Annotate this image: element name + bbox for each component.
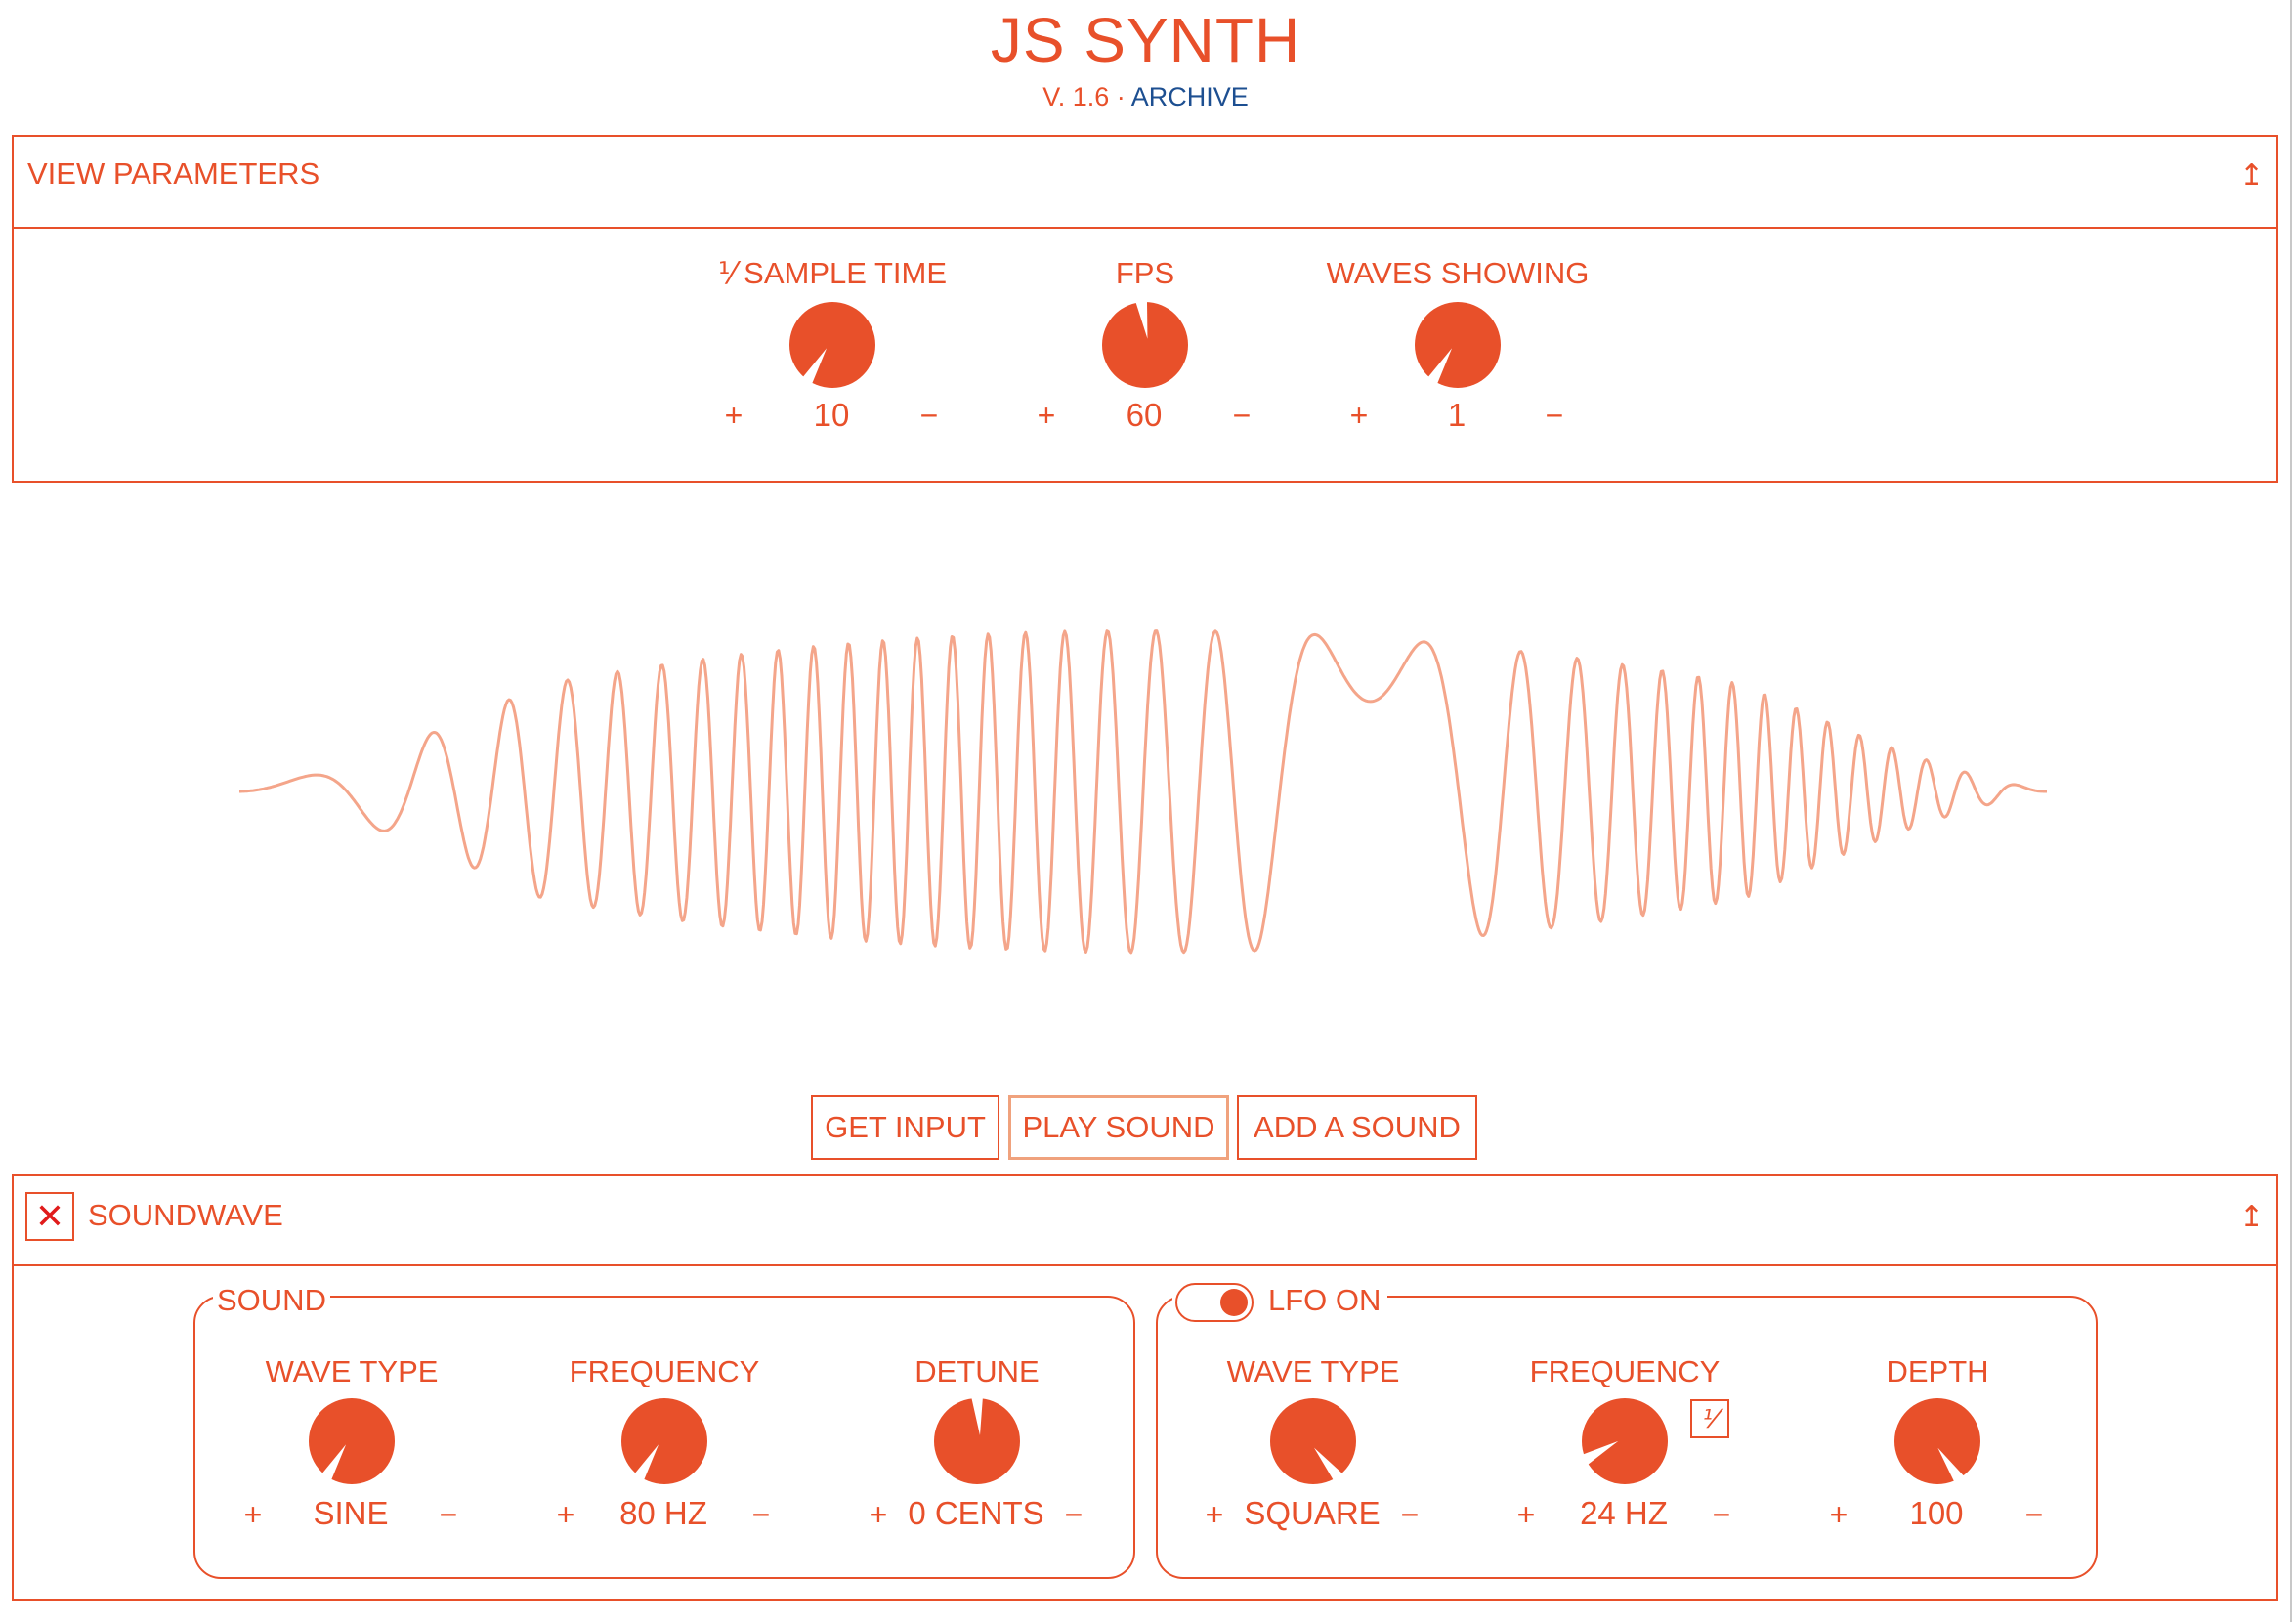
collapse-icon[interactable]: ↥: [2239, 159, 2265, 192]
lfo-frequency-minus-button[interactable]: −: [1712, 1497, 1731, 1532]
fps-plus-button[interactable]: +: [1037, 398, 1056, 433]
lfo-wave-type-knob[interactable]: [1269, 1397, 1357, 1485]
window-edge: [2290, 0, 2292, 1622]
wave-type-knob[interactable]: [308, 1397, 396, 1485]
sample-time-label: ⅟ SAMPLE TIME: [717, 256, 948, 290]
wave-type-value: SINE: [313, 1495, 389, 1531]
lfo-toggle-knob: [1220, 1289, 1248, 1316]
soundwave-panel: ✕ SOUNDWAVE ↥: [12, 1174, 2278, 1601]
frequency-label: FREQUENCY: [569, 1354, 760, 1388]
close-icon: ✕: [34, 1196, 65, 1236]
waves-showing-plus-button[interactable]: +: [1349, 398, 1369, 433]
close-sound-button[interactable]: ✕: [25, 1192, 74, 1241]
app-title: JS SYNTH: [990, 5, 1301, 75]
wave-type-label: WAVE TYPE: [265, 1354, 439, 1388]
detune-knob[interactable]: [933, 1396, 1021, 1485]
view-parameters-title: VIEW PARAMETERS: [27, 156, 320, 191]
detune-value: 0 CENTS: [908, 1495, 1044, 1531]
lfo-wave-type-label: WAVE TYPE: [1226, 1354, 1400, 1388]
lfo-toggle[interactable]: [1175, 1283, 1254, 1322]
collapse-icon[interactable]: ↥: [2239, 1201, 2265, 1233]
sample-time-plus-button[interactable]: +: [724, 398, 744, 433]
wave-type-plus-button[interactable]: +: [243, 1497, 263, 1532]
lfo-frequency-knob[interactable]: [1581, 1397, 1669, 1485]
lfo-depth-minus-button[interactable]: −: [2024, 1497, 2044, 1532]
fps-minus-button[interactable]: −: [1232, 398, 1252, 433]
soundwave-title: SOUNDWAVE: [88, 1198, 283, 1232]
waveform-line: [239, 629, 2047, 955]
sample-time-knob[interactable]: [788, 301, 876, 389]
view-parameters-header[interactable]: VIEW PARAMETERS ↥: [14, 137, 2276, 229]
get-input-button[interactable]: GET INPUT: [811, 1095, 999, 1160]
sample-time-minus-button[interactable]: −: [919, 398, 939, 433]
soundwave-header[interactable]: ✕ SOUNDWAVE ↥: [14, 1176, 2276, 1266]
app-subtitle: V. 1.6 · ARCHIVE: [0, 82, 2291, 112]
frequency-knob[interactable]: [620, 1397, 708, 1485]
view-parameters-panel: VIEW PARAMETERS ↥: [12, 135, 2278, 483]
sound-legend: SOUND: [213, 1283, 330, 1318]
waves-showing-knob[interactable]: [1414, 301, 1502, 389]
wave-type-minus-button[interactable]: −: [439, 1497, 458, 1532]
archive-link[interactable]: ARCHIVE: [1130, 82, 1249, 111]
add-sound-button[interactable]: ADD A SOUND: [1237, 1095, 1477, 1160]
lfo-frequency-label: FREQUENCY: [1529, 1354, 1721, 1388]
lfo-group: [1156, 1296, 2098, 1579]
detune-label: DETUNE: [914, 1354, 1040, 1388]
lfo-wave-type-plus-button[interactable]: +: [1205, 1497, 1224, 1532]
lfo-frequency-invert-button[interactable]: ⅟: [1690, 1399, 1729, 1438]
lfo-depth-value: 100: [1909, 1495, 1964, 1531]
waves-showing-value: 1: [1447, 397, 1467, 433]
sample-time-value: 10: [813, 397, 850, 433]
lfo-frequency-plus-button[interactable]: +: [1516, 1497, 1536, 1532]
frequency-value: 80 HZ: [619, 1495, 707, 1531]
sound-group: [193, 1296, 1135, 1579]
waves-showing-minus-button[interactable]: −: [1545, 398, 1564, 433]
waves-showing-label: WAVES SHOWING: [1326, 256, 1590, 290]
subtitle-separator: ·: [1109, 82, 1131, 111]
play-sound-button[interactable]: PLAY SOUND: [1008, 1095, 1229, 1160]
lfo-wave-type-value: SQUARE: [1244, 1495, 1381, 1531]
detune-minus-button[interactable]: −: [1064, 1497, 1084, 1532]
lfo-frequency-value: 24 HZ: [1580, 1495, 1668, 1531]
version-label: V. 1.6: [1042, 82, 1110, 111]
fps-value: 60: [1126, 397, 1163, 433]
frequency-plus-button[interactable]: +: [556, 1497, 575, 1532]
lfo-depth-label: DEPTH: [1886, 1354, 1989, 1388]
detune-plus-button[interactable]: +: [869, 1497, 888, 1532]
fps-label: FPS: [1115, 256, 1175, 290]
frequency-minus-button[interactable]: −: [751, 1497, 771, 1532]
lfo-legend: LFO ON: [1264, 1283, 1385, 1318]
lfo-depth-knob[interactable]: [1893, 1397, 1981, 1485]
fps-knob[interactable]: [1101, 299, 1189, 389]
lfo-wave-type-minus-button[interactable]: −: [1400, 1497, 1420, 1532]
lfo-depth-plus-button[interactable]: +: [1829, 1497, 1849, 1532]
waveform-display: [239, 629, 2047, 955]
